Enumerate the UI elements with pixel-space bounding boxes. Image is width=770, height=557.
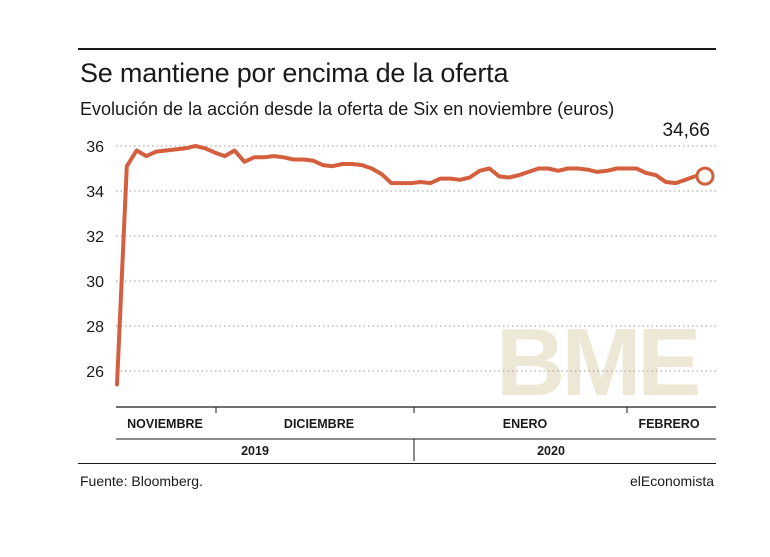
series-layer	[115, 144, 715, 387]
last-point-marker	[695, 166, 715, 186]
month-label-febrero: FEBRERO	[638, 417, 699, 431]
y-tick-label: 34	[86, 184, 104, 201]
year-label-2020: 2020	[537, 444, 565, 458]
gridlines	[116, 145, 716, 372]
month-label-diciembre: DICIEMBRE	[284, 417, 354, 431]
month-label-enero: ENERO	[503, 417, 548, 431]
y-tick-label: 32	[86, 229, 104, 246]
y-tick-label: 30	[86, 274, 104, 291]
y-tick-label: 26	[86, 364, 104, 381]
y-tick-label: 36	[86, 139, 104, 156]
bme-watermark: BME	[496, 309, 698, 416]
chart-title: Se mantiene por encima de la oferta	[80, 58, 509, 88]
top-rule	[78, 48, 716, 50]
bottom-rule	[78, 463, 716, 464]
price-line	[115, 144, 707, 387]
x-axis: NOVIEMBRE DICIEMBRE ENERO FEBRERO 2019 2…	[116, 406, 716, 461]
chart-subtitle: Evolución de la acción desde la oferta d…	[80, 99, 615, 119]
last-value-label: 34,66	[662, 120, 710, 141]
month-label-noviembre: NOVIEMBRE	[127, 417, 203, 431]
brand-name: elEconomista	[629, 473, 714, 489]
year-label-2019: 2019	[241, 444, 269, 458]
y-axis-ticks: 26 28 30 32 34 36	[86, 139, 104, 381]
source-note: Fuente: Bloomberg.	[80, 473, 203, 489]
y-tick-label: 28	[86, 319, 104, 336]
